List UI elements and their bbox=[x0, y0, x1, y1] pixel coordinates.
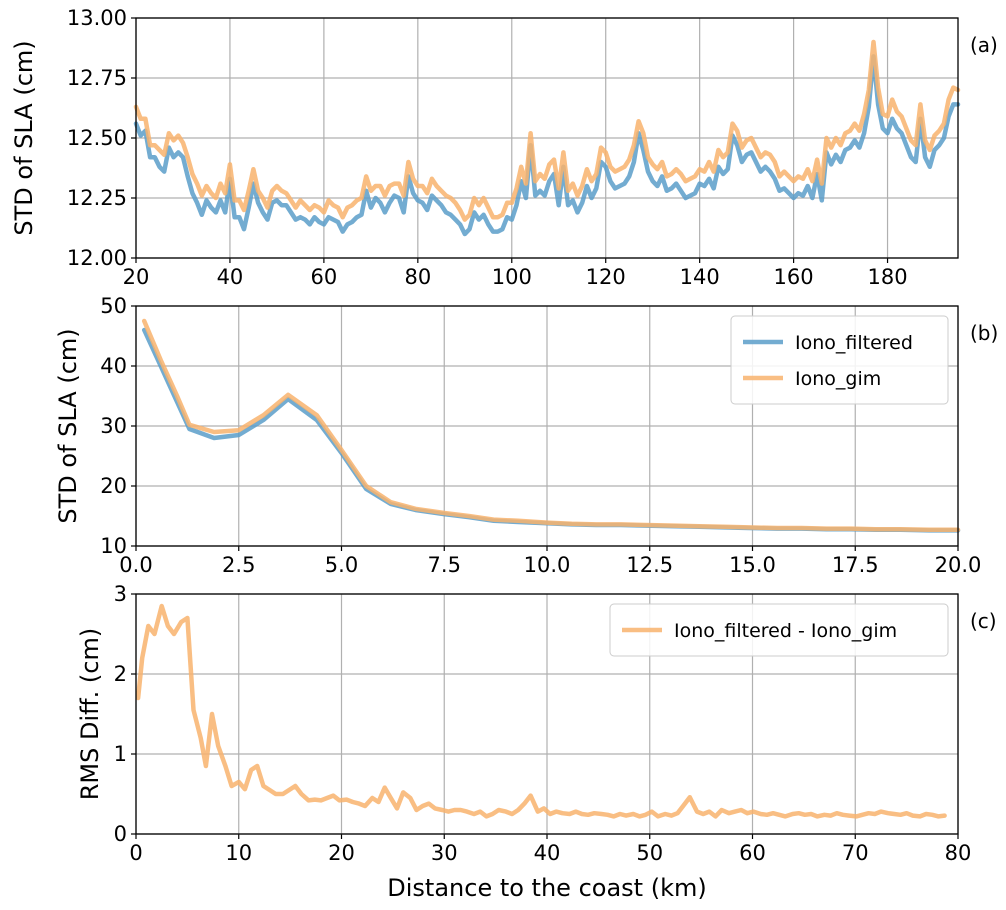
legend: Iono_filtered - Iono_gim bbox=[609, 603, 949, 657]
y-axis-label: STD of SLA (cm) bbox=[54, 328, 82, 523]
x-tick-label: 20 bbox=[123, 265, 150, 289]
x-tick-label: 180 bbox=[867, 265, 907, 289]
legend-label: Iono_filtered bbox=[795, 332, 913, 354]
x-tick-label: 60 bbox=[311, 265, 338, 289]
series-line-iono-filtered-iono-gim bbox=[135, 603, 947, 819]
series-line-iono-gim bbox=[133, 39, 961, 222]
x-tick-label: 100 bbox=[492, 265, 532, 289]
x-tick-label: 160 bbox=[774, 265, 814, 289]
x-tick-label: 15.0 bbox=[729, 553, 776, 577]
plot-frame bbox=[135, 593, 959, 835]
x-tick-label: 20.0 bbox=[935, 553, 982, 577]
legend-label: Iono_gim bbox=[795, 368, 881, 390]
panel-tag: (a) bbox=[970, 33, 998, 57]
x-tick-label: 80 bbox=[404, 265, 431, 289]
x-axis-label: Distance to the coast (km) bbox=[387, 874, 706, 902]
x-tick-label: 17.5 bbox=[832, 553, 879, 577]
legend-label: Iono_filtered - Iono_gim bbox=[674, 620, 897, 642]
x-tick-label: 10.0 bbox=[524, 553, 571, 577]
panel-tag: (b) bbox=[970, 321, 998, 345]
x-tick-label: 10 bbox=[225, 841, 252, 865]
x-tick-label: 70 bbox=[842, 841, 869, 865]
panel-b: 0.0 2.5 5.0 7.5 10.0 12.5 15.0 17.5 20.0 10 20 30 40… bbox=[54, 294, 998, 577]
x-tick-label: 120 bbox=[586, 265, 626, 289]
x-tick-label: 140 bbox=[680, 265, 720, 289]
x-tick-label: 0 bbox=[129, 841, 142, 865]
plot-frame bbox=[135, 305, 959, 547]
y-axis-label: STD of SLA (cm) bbox=[10, 40, 38, 235]
y-tick-label: 1 bbox=[114, 742, 127, 766]
legend-box bbox=[730, 315, 949, 405]
x-tick-label: 40 bbox=[534, 841, 561, 865]
x-tick-label: 7.5 bbox=[428, 553, 461, 577]
y-tick-label: 12.50 bbox=[67, 126, 127, 150]
y-tick-label: 12.25 bbox=[67, 186, 127, 210]
y-tick-label: 3 bbox=[114, 582, 127, 606]
y-tick-label: 10 bbox=[100, 534, 127, 558]
y-tick-label: 40 bbox=[100, 354, 127, 378]
y-tick-label: 0 bbox=[114, 822, 127, 846]
legend-box bbox=[609, 603, 949, 657]
panel-a: 20 40 60 80 100 120 140 160 180 12.00 12.25 12.50 12… bbox=[10, 6, 998, 289]
plot-frame bbox=[135, 17, 959, 259]
panel-tag: (c) bbox=[970, 609, 997, 633]
x-tick-label: 60 bbox=[739, 841, 766, 865]
y-tick-label: 13.00 bbox=[67, 6, 127, 30]
panel-c: 0 10 20 30 40 50 60 70 80 0 1 2 3 RMS Diff. (cm) (c) Di… bbox=[76, 582, 997, 902]
y-tick-label: 50 bbox=[100, 294, 127, 318]
x-tick-label: 40 bbox=[217, 265, 244, 289]
x-tick-label: 80 bbox=[945, 841, 972, 865]
x-tick-label: 30 bbox=[431, 841, 458, 865]
x-tick-label: 20 bbox=[328, 841, 355, 865]
x-tick-label: 2.5 bbox=[222, 553, 255, 577]
y-axis-label: RMS Diff. (cm) bbox=[76, 628, 104, 801]
x-tick-label: 5.0 bbox=[325, 553, 358, 577]
y-tick-label: 20 bbox=[100, 474, 127, 498]
series-line-iono-gim bbox=[141, 318, 961, 533]
x-tick-label: 50 bbox=[636, 841, 663, 865]
y-tick-label: 12.00 bbox=[67, 246, 127, 270]
y-tick-label: 2 bbox=[114, 662, 127, 686]
x-tick-label: 0.0 bbox=[119, 553, 152, 577]
y-tick-label: 12.75 bbox=[67, 66, 127, 90]
x-tick-label: 12.5 bbox=[626, 553, 673, 577]
legend: Iono_filtered Iono_gim bbox=[730, 315, 949, 405]
y-tick-label: 30 bbox=[100, 414, 127, 438]
series-line-iono-filtered bbox=[133, 54, 961, 237]
